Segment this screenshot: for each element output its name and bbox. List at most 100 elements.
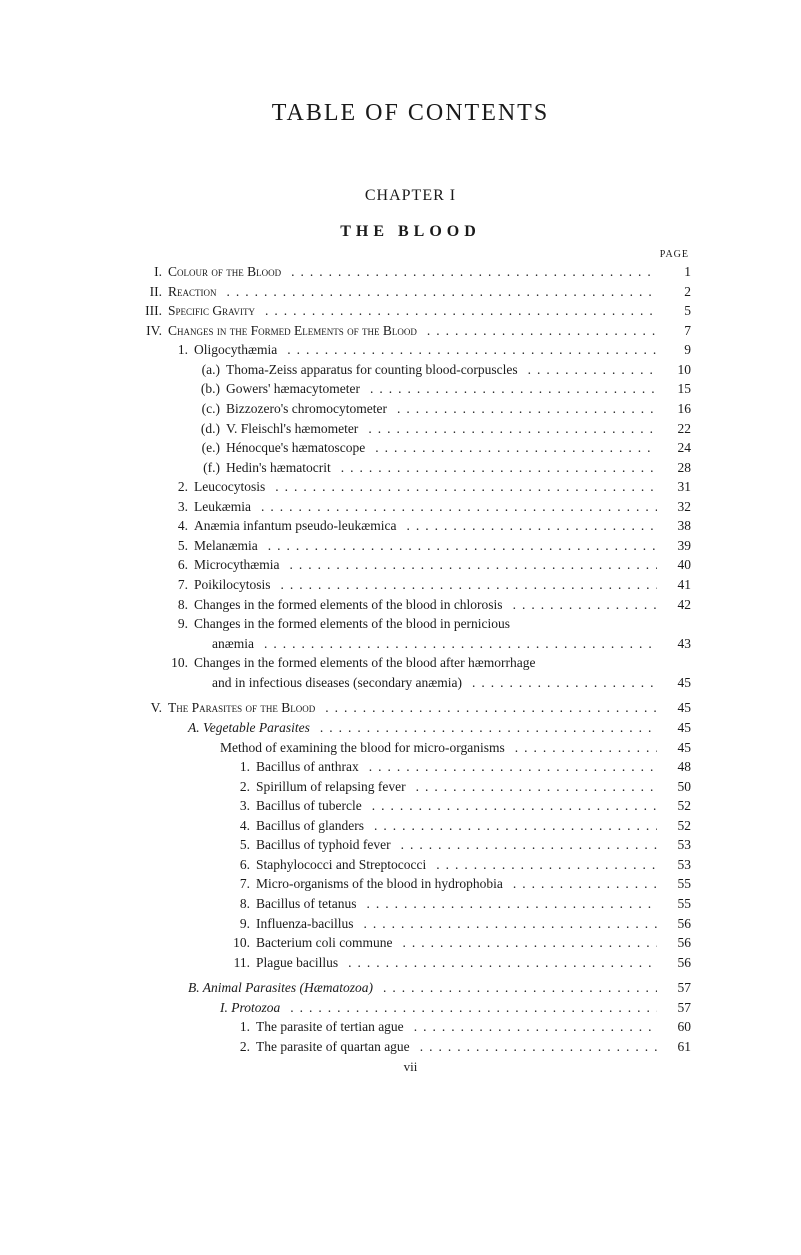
entry-label: Bacillus of tubercle — [256, 796, 366, 816]
leader-dots: ........................................… — [285, 262, 657, 282]
entry-number: 8. — [130, 894, 256, 914]
toc-row: 9.Influenza-bacillus....................… — [130, 914, 691, 934]
entry-label: B. Animal Parasites (Hæmatozoa) — [188, 978, 377, 998]
entry-number: 5. — [130, 536, 194, 556]
entry-label: and in infectious diseases (secondary an… — [212, 673, 466, 693]
page-number: 48 — [657, 757, 691, 777]
toc-row: 10.Changes in the formed elements of the… — [130, 653, 691, 673]
page-number: 9 — [657, 340, 691, 360]
roman-numeral: III. — [130, 301, 168, 321]
entry-label: The parasite of quartan ague — [256, 1037, 414, 1057]
page-number: 5 — [657, 301, 691, 321]
page-number: 45 — [657, 673, 691, 693]
page-title: TABLE OF CONTENTS — [130, 100, 691, 127]
entry-number: (f.) — [130, 458, 226, 478]
leader-dots: ........................................… — [319, 698, 657, 718]
leader-dots: ........................................… — [363, 757, 657, 777]
entry-label: Thoma-Zeiss apparatus for counting blood… — [226, 360, 522, 380]
entry-label: I. Protozoa — [220, 998, 284, 1018]
toc-row: 5.Bacillus of typhoid fever.............… — [130, 835, 691, 855]
toc-row: 1.Bacillus of anthrax...................… — [130, 757, 691, 777]
toc-row: (d.)V. Fleischl's hæmometer.............… — [130, 419, 691, 439]
leader-dots: ........................................… — [507, 874, 657, 894]
entry-label: Changes in the Formed Elements of the Bl… — [168, 321, 421, 341]
entry-number: (b.) — [130, 379, 226, 399]
leader-dots: ........................................… — [507, 595, 657, 615]
entry-label: Hedin's hæmatocrit — [226, 458, 335, 478]
page-header-label: PAGE — [130, 249, 691, 260]
page-number: 1 — [657, 262, 691, 282]
toc-row: 4.Anæmia infantum pseudo-leukæmica......… — [130, 516, 691, 536]
entry-label: Bacillus of glanders — [256, 816, 368, 836]
leader-dots: ........................................… — [466, 673, 657, 693]
leader-dots: ........................................… — [522, 360, 657, 380]
entry-label: A. Vegetable Parasites — [188, 718, 314, 738]
entry-number: (c.) — [130, 399, 226, 419]
page-number: 31 — [657, 477, 691, 497]
leader-dots: ........................................… — [377, 978, 657, 998]
leader-dots: ........................................… — [255, 497, 657, 517]
entry-label: Leucocytosis — [194, 477, 269, 497]
roman-numeral: V. — [130, 698, 168, 718]
page-number: 32 — [657, 497, 691, 517]
page-number: 16 — [657, 399, 691, 419]
leader-dots: ........................................… — [410, 777, 657, 797]
leader-dots: ........................................… — [283, 555, 657, 575]
entry-number: 10. — [130, 653, 194, 673]
entry-number: 5. — [130, 835, 256, 855]
page-number: 52 — [657, 816, 691, 836]
page-number: 56 — [657, 914, 691, 934]
footer-roman: vii — [130, 1059, 691, 1075]
toc-row: II.Reaction.............................… — [130, 282, 691, 302]
page-number: 57 — [657, 998, 691, 1018]
entry-label: Spirillum of relapsing fever — [256, 777, 410, 797]
leader-dots: ........................................… — [258, 634, 657, 654]
leader-dots: ........................................… — [364, 379, 657, 399]
page-number: 45 — [657, 738, 691, 758]
entry-label: Oligocythæmia — [194, 340, 281, 360]
chapter-label: CHAPTER I — [130, 187, 691, 205]
entry-label: Leukæmia — [194, 497, 255, 517]
toc-row: 11.Plague bacillus......................… — [130, 953, 691, 973]
table-of-contents: I.Colour of the Blood...................… — [130, 262, 691, 1057]
toc-row: III.Specific Gravity....................… — [130, 301, 691, 321]
entry-number: 8. — [130, 595, 194, 615]
toc-row: Method of examining the blood for micro-… — [130, 738, 691, 758]
toc-row: (f.)Hedin's hæmatocrit..................… — [130, 458, 691, 478]
leader-dots: ........................................… — [408, 1017, 657, 1037]
toc-row: I. Protozoa.............................… — [130, 998, 691, 1018]
entry-number: 2. — [130, 777, 256, 797]
entry-number: 10. — [130, 933, 256, 953]
page-number: 41 — [657, 575, 691, 595]
entry-number: 1. — [130, 757, 256, 777]
leader-dots: ........................................… — [362, 419, 657, 439]
page-number: 40 — [657, 555, 691, 575]
page-number: 53 — [657, 855, 691, 875]
leader-dots: ........................................… — [335, 458, 657, 478]
leader-dots: ........................................… — [400, 516, 657, 536]
entry-label: Changes in the formed elements of the bl… — [194, 614, 514, 634]
entry-number: 1. — [130, 1017, 256, 1037]
toc-row: 2.Spirillum of relapsing fever..........… — [130, 777, 691, 797]
toc-row: A. Vegetable Parasites..................… — [130, 718, 691, 738]
leader-dots: ........................................… — [269, 477, 657, 497]
toc-row: 9.Changes in the formed elements of the … — [130, 614, 691, 634]
toc-row: 5.Melanæmia.............................… — [130, 536, 691, 556]
page-number: 10 — [657, 360, 691, 380]
toc-row: 1.The parasite of tertian ague..........… — [130, 1017, 691, 1037]
leader-dots: ........................................… — [369, 438, 657, 458]
toc-row: 3.Leukæmia..............................… — [130, 497, 691, 517]
entry-number: 4. — [130, 816, 256, 836]
entry-label: Specific Gravity — [168, 301, 259, 321]
leader-dots: ........................................… — [430, 855, 657, 875]
entry-label: anæmia — [212, 634, 258, 654]
toc-row: and in infectious diseases (secondary an… — [130, 673, 691, 693]
entry-label: The Parasites of the Blood — [168, 698, 319, 718]
entry-label: Bacillus of tetanus — [256, 894, 360, 914]
entry-number: 6. — [130, 855, 256, 875]
leader-dots: ........................................… — [391, 399, 657, 419]
leader-dots: ........................................… — [368, 816, 657, 836]
leader-dots: ........................................… — [414, 1037, 657, 1057]
entry-label: Bacillus of anthrax — [256, 757, 363, 777]
entry-number: 1. — [130, 340, 194, 360]
